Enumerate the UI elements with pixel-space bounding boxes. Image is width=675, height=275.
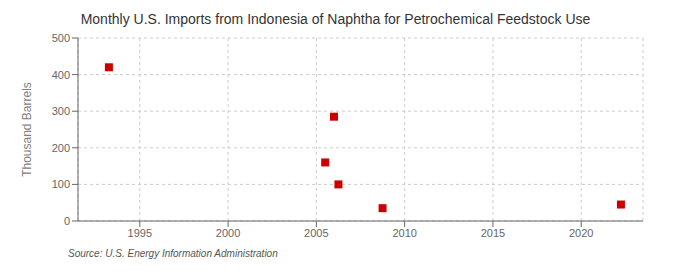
svg-text:400: 400: [52, 69, 70, 81]
svg-text:2015: 2015: [481, 227, 505, 239]
svg-text:200: 200: [52, 142, 70, 154]
svg-text:300: 300: [52, 105, 70, 117]
svg-text:2020: 2020: [569, 227, 593, 239]
svg-text:Thousand Barrels: Thousand Barrels: [20, 82, 34, 177]
svg-text:100: 100: [52, 178, 70, 190]
svg-text:2010: 2010: [392, 227, 416, 239]
svg-text:2005: 2005: [304, 227, 328, 239]
html-text:Source: U.S. Energy Informatio: Source: U.S. Energy Information Administ…: [68, 248, 278, 259]
svg-text:0: 0: [64, 215, 70, 227]
svg-text:1995: 1995: [128, 227, 152, 239]
svg-text:2000: 2000: [216, 227, 240, 239]
svg-text:500: 500: [52, 32, 70, 44]
html-text:Monthly U.S. Imports from Indo: Monthly U.S. Imports from Indonesia of N…: [80, 11, 591, 27]
